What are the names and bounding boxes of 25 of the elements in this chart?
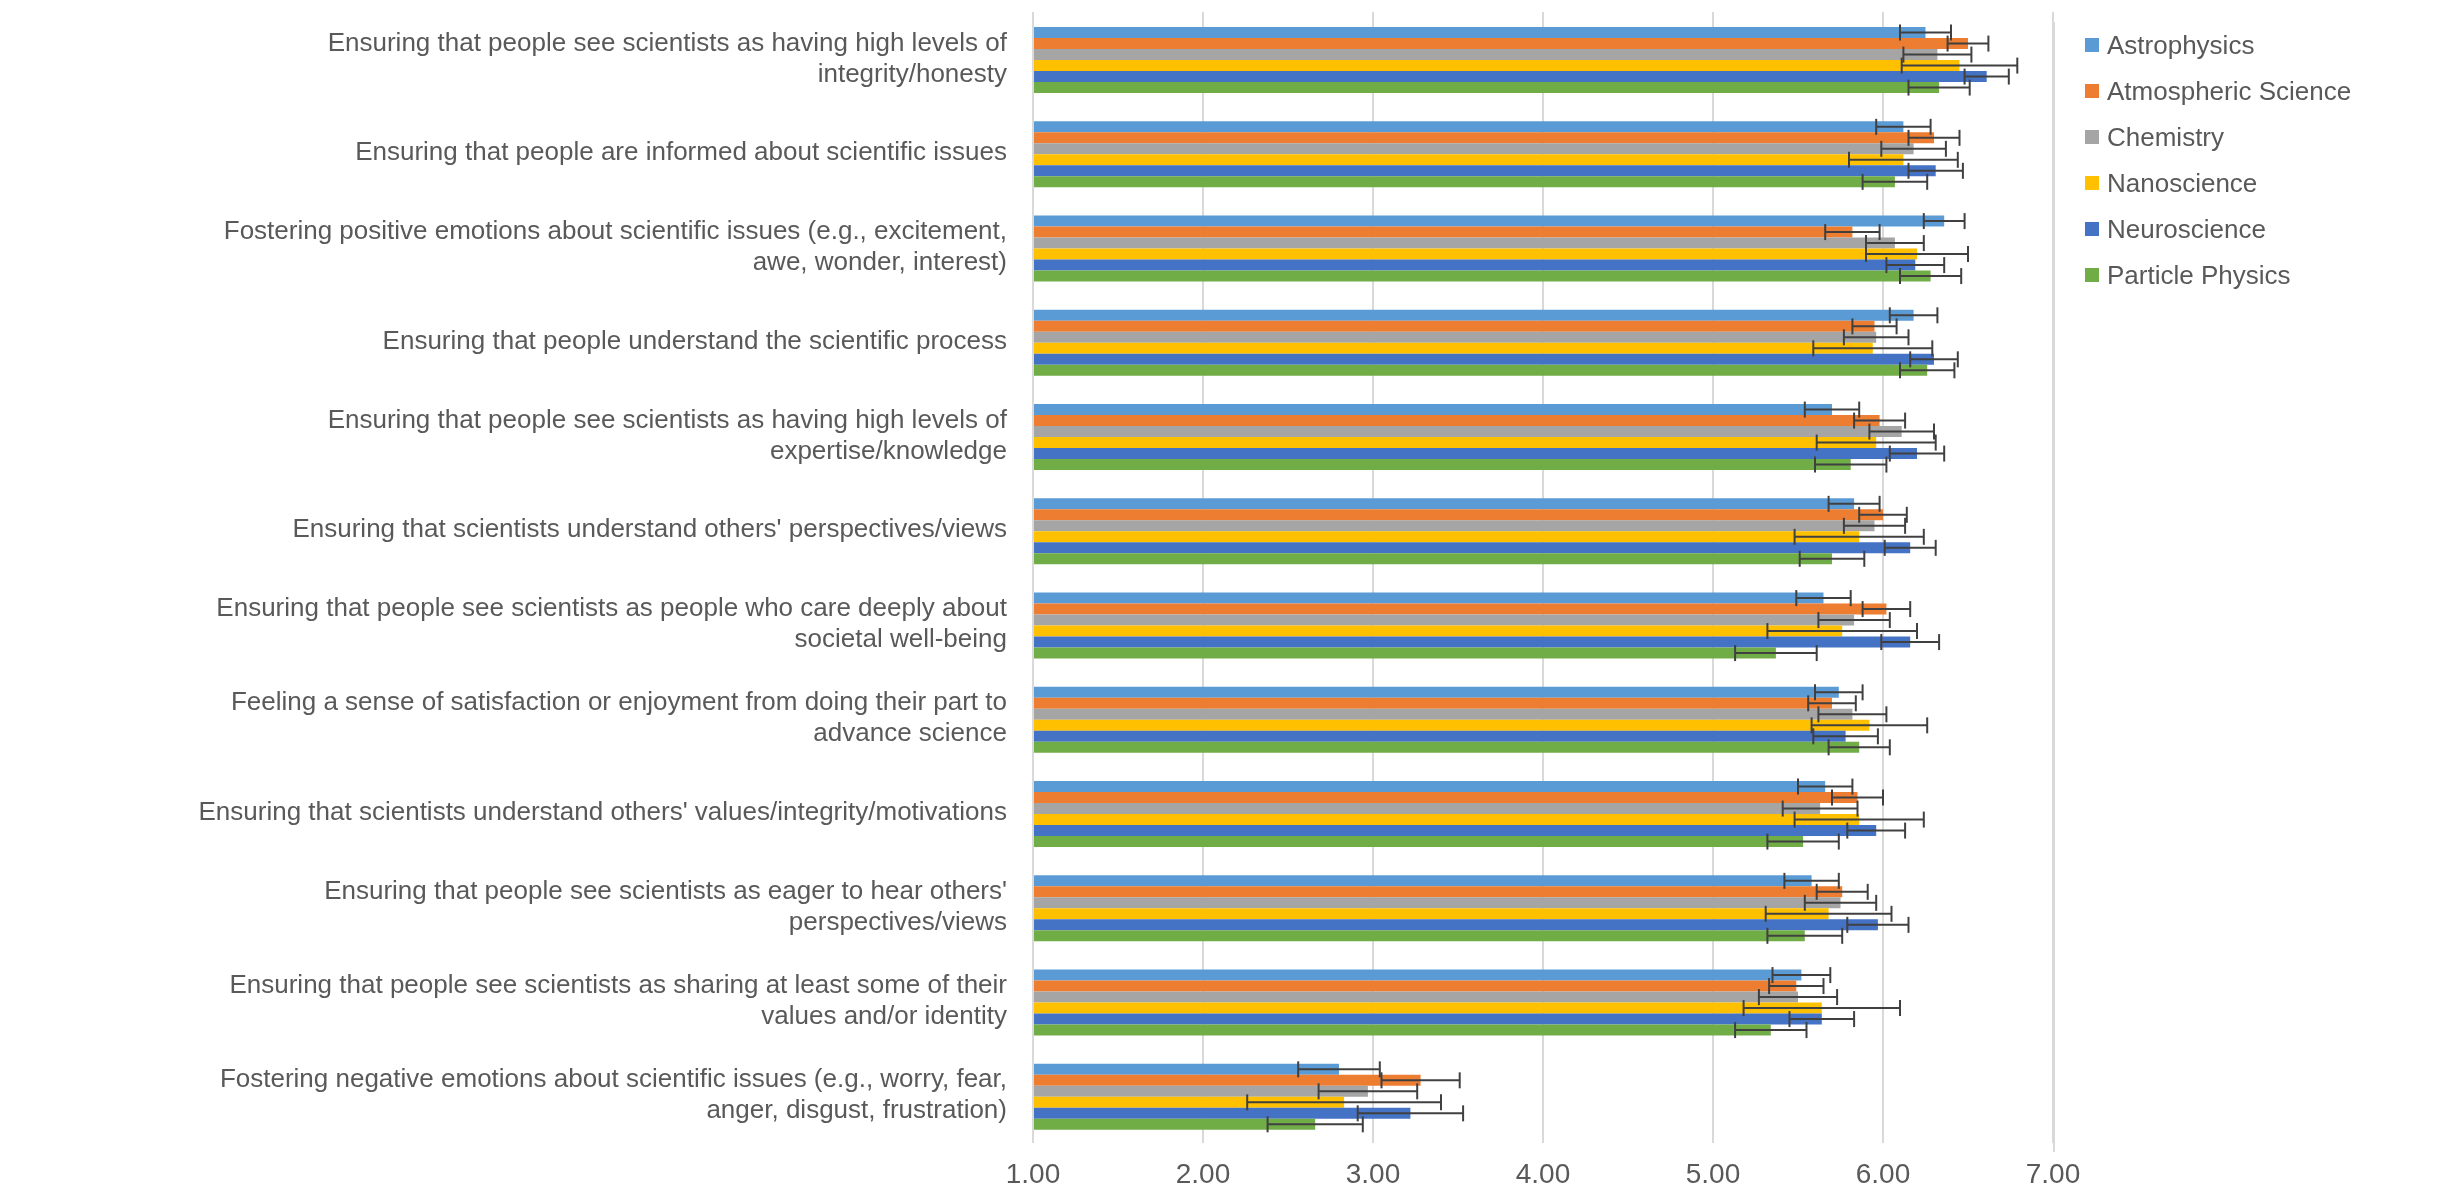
- legend-label: Astrophysics: [2107, 29, 2255, 61]
- legend-label: Particle Physics: [2107, 259, 2291, 291]
- x-tick-label: 1.00: [1005, 1157, 1061, 1189]
- y-tick-label: Fostering negative emotions about scientific issues (e.g., worry, fear, anger, disgust, frustration): [219, 1063, 1007, 1125]
- legend-label: Chemistry: [2107, 121, 2225, 153]
- y-tick-label: Ensuring that people see scientists as eager to hear others' perspectives/views: [324, 874, 1007, 936]
- y-tick-label: Ensuring that people understand the scientific process: [382, 324, 1007, 355]
- y-tick-label: Ensuring that people see scientists as sharing at least some of their values and/or identity: [229, 969, 1008, 1030]
- y-tick-label: Feeling a sense of satisfaction or enjoyment from doing their part to advance science: [230, 686, 1007, 748]
- legend-label: Neuroscience: [2107, 213, 2266, 245]
- y-tick-label: Ensuring that people see scientists as having high levels of expertise/knowledge: [327, 403, 1008, 465]
- legend-label: Nanoscience: [2107, 167, 2258, 199]
- x-tick-label: 3.00: [1345, 1157, 1401, 1189]
- x-tick-label: 6.00: [1855, 1157, 1911, 1189]
- y-tick-label: Fostering positive emotions about scientific issues (e.g., excitement, awe, wonder, interest): [223, 215, 1007, 276]
- x-tick-label: 2.00: [1175, 1157, 1231, 1189]
- x-tick-label: 4.00: [1515, 1157, 1571, 1189]
- y-tick-label: Ensuring that people see scientists as people who care deeply about societal well-being: [216, 592, 1008, 653]
- x-tick-label: 7.00: [2025, 1157, 2081, 1189]
- y-tick-label: Ensuring that people are informed about scientific issues: [355, 136, 1007, 167]
- y-tick-label: Ensuring that scientists understand others' perspectives/views: [292, 513, 1007, 544]
- legend-label: Atmospheric Science: [2107, 75, 2352, 107]
- x-tick-label: 5.00: [1685, 1157, 1741, 1189]
- y-tick-label: Ensuring that scientists understand others' values/integrity/motivations: [198, 796, 1007, 826]
- y-tick-label: Ensuring that people see scientists as having high levels of integrity/honesty: [327, 26, 1008, 88]
